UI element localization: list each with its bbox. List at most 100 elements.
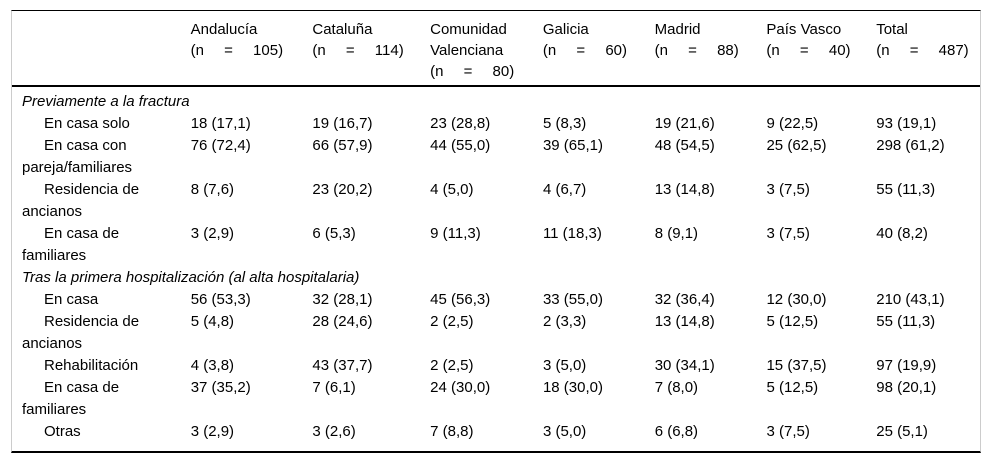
data-cell: 23 (20,2) <box>312 181 373 198</box>
column-header-name: Comunidad Valenciana <box>430 21 507 59</box>
table-row: Rehabilitación 4 (3,8) 43 (37,7) 2 (2,5) 3 (… <box>12 355 980 377</box>
data-cell: 25 (5,1) <box>876 423 928 440</box>
data-cell: 55 (11,3) <box>876 181 936 198</box>
column-header-cell: País Vasco (n = 40) <box>766 19 876 61</box>
row-label: Residencia de ancianos <box>22 181 140 220</box>
data-cell: 7 (8,8) <box>430 423 474 440</box>
data-cell: 2 (2,5) <box>430 357 474 374</box>
paper-table: Andalucía (n = 105) Cataluña (n = 114) Comun… <box>11 10 981 453</box>
data-cell: 3 (2,9) <box>190 225 235 242</box>
column-header-n: (n = 114) <box>312 42 404 59</box>
row-label: En casa solo <box>44 115 130 132</box>
column-header-n: (n = 60) <box>542 42 628 59</box>
row-label: En casa con pareja/familiares <box>22 137 133 176</box>
data-cell: 24 (30,0) <box>430 379 491 396</box>
data-cell: 32 (36,4) <box>654 291 715 308</box>
table-body: Previamente a la fractura En casa solo 18 … <box>12 87 980 451</box>
table-row: En casa solo 18 (17,1) 19 (16,7) 23 (28,8) 5… <box>12 113 980 135</box>
data-cell: 18 (17,1) <box>190 115 251 132</box>
data-cell: 19 (21,6) <box>654 115 715 132</box>
data-cell: 93 (19,1) <box>876 115 937 132</box>
column-header-name: Andalucía <box>190 21 258 38</box>
data-cell: 8 (7,6) <box>190 181 235 198</box>
data-cell: 55 (11,3) <box>876 313 936 330</box>
data-cell: 3 (5,0) <box>542 357 587 374</box>
data-cell: 98 (20,1) <box>876 379 937 396</box>
table-row: En casa con pareja/familiares 76 (72,4) 66… <box>12 135 980 179</box>
data-cell: 56 (53,3) <box>190 291 251 308</box>
data-cell: 210 (43,1) <box>876 291 945 308</box>
column-header-cell: Comunidad Valenciana (n = 80) <box>430 19 543 82</box>
data-cell: 11 (18,3) <box>542 225 602 242</box>
data-cell: 8 (9,1) <box>654 225 699 242</box>
table-row: En casa de familiares 3 (2,9) 6 (5,3) 9 (11… <box>12 223 980 267</box>
data-cell: 6 (5,3) <box>312 225 356 242</box>
row-label: En casa <box>44 291 99 308</box>
data-cell: 23 (28,8) <box>430 115 491 132</box>
data-cell: 3 (7,5) <box>766 181 810 198</box>
data-cell: 3 (2,6) <box>312 423 356 440</box>
column-header-n: (n = 80) <box>430 63 515 80</box>
column-header-name: Cataluña <box>312 21 373 38</box>
table-row: Residencia de ancianos 8 (7,6) 23 (20,2) 4 … <box>12 179 980 223</box>
data-cell: 39 (65,1) <box>542 137 603 154</box>
data-cell: 28 (24,6) <box>312 313 373 330</box>
data-cell: 43 (37,7) <box>312 357 373 374</box>
row-label: Rehabilitación <box>44 357 139 374</box>
row-label: En casa de familiares <box>22 379 120 418</box>
data-cell: 45 (56,3) <box>430 291 491 308</box>
table-header-row: Andalucía (n = 105) Cataluña (n = 114) Comun… <box>12 11 980 87</box>
row-label: En casa de familiares <box>22 225 120 264</box>
data-cell: 5 (4,8) <box>190 313 235 330</box>
data-cell: 30 (34,1) <box>654 357 715 374</box>
table-row: Residencia de ancianos 5 (4,8) 28 (24,6) 2 … <box>12 311 980 355</box>
row-label: Otras <box>44 423 81 440</box>
column-header-n: (n = 105) <box>190 42 284 59</box>
data-cell: 40 (8,2) <box>876 225 928 242</box>
data-cell: 32 (28,1) <box>312 291 373 308</box>
column-header-name: Galicia <box>542 21 589 38</box>
table-row: En casa de familiares 37 (35,2) 7 (6,1) 24 … <box>12 377 980 421</box>
data-cell: 33 (55,0) <box>542 291 603 308</box>
data-cell: 18 (30,0) <box>542 379 603 396</box>
column-header-n: (n = 40) <box>766 42 851 59</box>
column-header-name: País Vasco <box>766 21 842 38</box>
section-title: Previamente a la fractura <box>22 93 190 110</box>
data-cell: 76 (72,4) <box>190 137 251 154</box>
table-row: En casa 56 (53,3) 32 (28,1) 45 (56,3) 33 (55… <box>12 289 980 311</box>
row-label: Residencia de ancianos <box>22 313 140 352</box>
data-cell: 3 (7,5) <box>766 225 810 242</box>
column-header-n: (n = 88) <box>654 42 739 59</box>
data-cell: 4 (3,8) <box>190 357 235 374</box>
data-cell: 4 (6,7) <box>542 181 587 198</box>
section-title: Tras la primera hospitalización (al alta… <box>22 269 360 286</box>
data-cell: 97 (19,9) <box>876 357 937 374</box>
data-cell: 298 (61,2) <box>876 137 945 154</box>
column-header-name: Total <box>876 21 908 38</box>
column-header-cell: Galicia (n = 60) <box>543 19 655 61</box>
data-cell: 12 (30,0) <box>766 291 827 308</box>
data-cell: 15 (37,5) <box>766 357 827 374</box>
data-cell: 6 (6,8) <box>654 423 699 440</box>
data-cell: 37 (35,2) <box>190 379 251 396</box>
data-cell: 4 (5,0) <box>430 181 474 198</box>
data-cell: 2 (2,5) <box>430 313 474 330</box>
data-cell: 48 (54,5) <box>654 137 715 154</box>
column-header-cell: Andalucía (n = 105) <box>191 19 313 61</box>
data-cell: 2 (3,3) <box>542 313 587 330</box>
data-cell: 13 (14,8) <box>654 181 715 198</box>
column-header-cell: Madrid (n = 88) <box>655 19 767 61</box>
data-cell: 5 (12,5) <box>766 379 819 396</box>
data-cell: 5 (12,5) <box>766 313 819 330</box>
data-cell: 66 (57,9) <box>312 137 373 154</box>
column-header-cell: Cataluña (n = 114) <box>312 19 430 61</box>
column-header-n: (n = 487) <box>876 42 969 59</box>
data-cell: 5 (8,3) <box>542 115 587 132</box>
data-cell: 3 (2,9) <box>190 423 235 440</box>
column-header-cell: Total (n = 487) <box>876 19 980 61</box>
data-cell: 9 (22,5) <box>766 115 819 132</box>
data-cell: 44 (55,0) <box>430 137 491 154</box>
data-cell: 25 (62,5) <box>766 137 827 154</box>
data-cell: 19 (16,7) <box>312 115 373 132</box>
data-cell: 7 (6,1) <box>312 379 356 396</box>
